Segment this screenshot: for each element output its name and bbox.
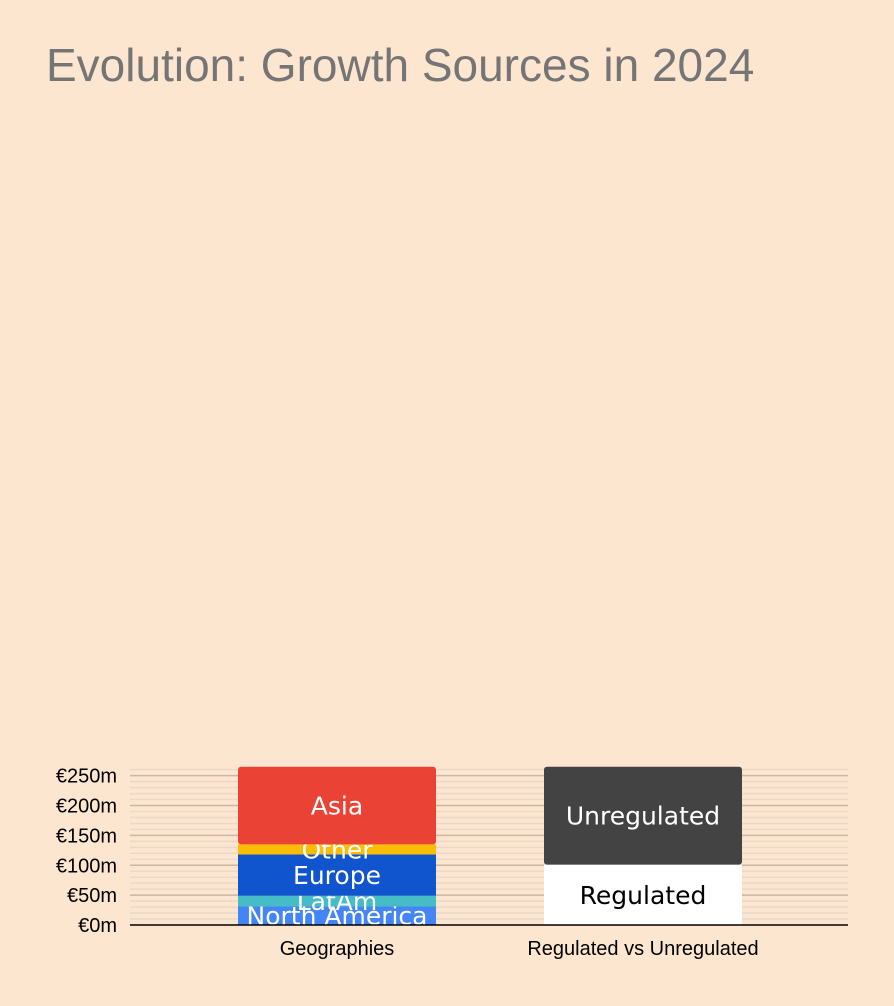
- segment-label: Europe: [293, 861, 381, 890]
- x-category-label: Geographies: [280, 938, 395, 960]
- chart-title: Evolution: Growth Sources in 2024: [46, 39, 755, 91]
- y-tick-label: €250m: [56, 766, 117, 788]
- segment-label: Asia: [311, 792, 363, 821]
- bar-segment: [544, 864, 742, 925]
- bar-segment: [238, 854, 436, 896]
- y-tick-label: €100m: [56, 855, 117, 877]
- segment-label: Regulated: [580, 881, 707, 910]
- bar-segment: [238, 895, 436, 907]
- y-tick-label: €50m: [67, 885, 117, 907]
- bar-segment: [544, 766, 742, 865]
- y-tick-label: €150m: [56, 825, 117, 847]
- segment-label: North America: [247, 902, 428, 931]
- y-tick-label: €200m: [56, 796, 117, 818]
- x-category-label: Regulated vs Unregulated: [527, 938, 758, 960]
- y-tick-label: €0m: [78, 915, 117, 937]
- bar-segment: [238, 844, 436, 855]
- bar-segment: [238, 906, 436, 925]
- segment-label: Unregulated: [566, 802, 720, 831]
- bar-segment: [238, 766, 436, 845]
